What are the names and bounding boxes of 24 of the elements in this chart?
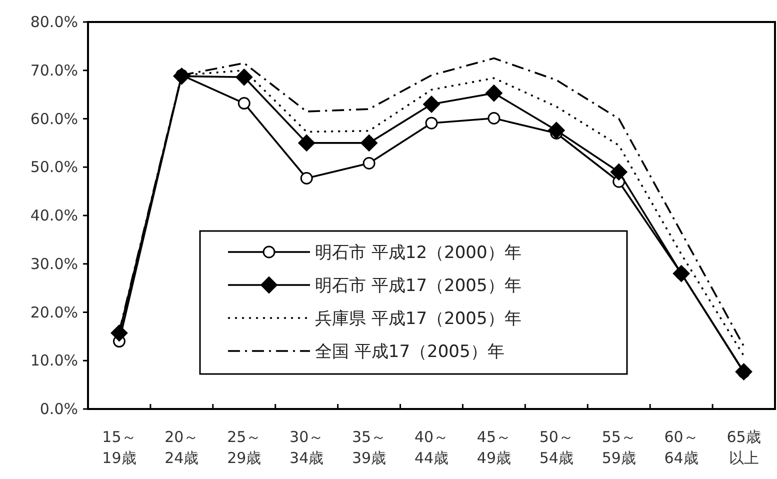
y-tick-label: 40.0%: [30, 206, 78, 224]
x-tick-label: 30～34歳: [290, 428, 324, 467]
y-tick-label: 10.0%: [30, 352, 78, 370]
legend-label: 兵庫県 平成17（2005）年: [315, 309, 522, 329]
x-tick-label: 40～44歳: [414, 428, 449, 467]
y-tick-label: 60.0%: [30, 110, 78, 128]
x-tick-label: 45～49歳: [476, 428, 511, 467]
x-tick-label: 25～29歳: [227, 428, 262, 467]
y-tick-label: 50.0%: [30, 158, 78, 176]
x-tick-label: 50～54歳: [539, 428, 574, 467]
y-tick-label: 0.0%: [40, 400, 78, 418]
x-tick-label: 15～19歳: [102, 428, 136, 467]
y-tick-label: 70.0%: [30, 61, 78, 80]
y-tick-label: 20.0%: [30, 303, 78, 322]
x-tick-label: 65歳以上: [726, 428, 761, 467]
y-tick-label: 30.0%: [30, 254, 78, 273]
x-tick-label: 35～39歳: [352, 428, 386, 467]
x-tick-label: 60～64歳: [664, 428, 698, 467]
legend-label: 明石市 平成17（2005）年: [315, 276, 522, 296]
y-tick-label: 80.0%: [30, 13, 78, 31]
x-tick-label: 20～24歳: [164, 428, 199, 467]
legend-label: 明石市 平成12（2000）年: [315, 243, 522, 263]
legend-label: 全国 平成17（2005）年: [315, 342, 504, 362]
x-tick-label: 55～59歳: [602, 428, 636, 467]
